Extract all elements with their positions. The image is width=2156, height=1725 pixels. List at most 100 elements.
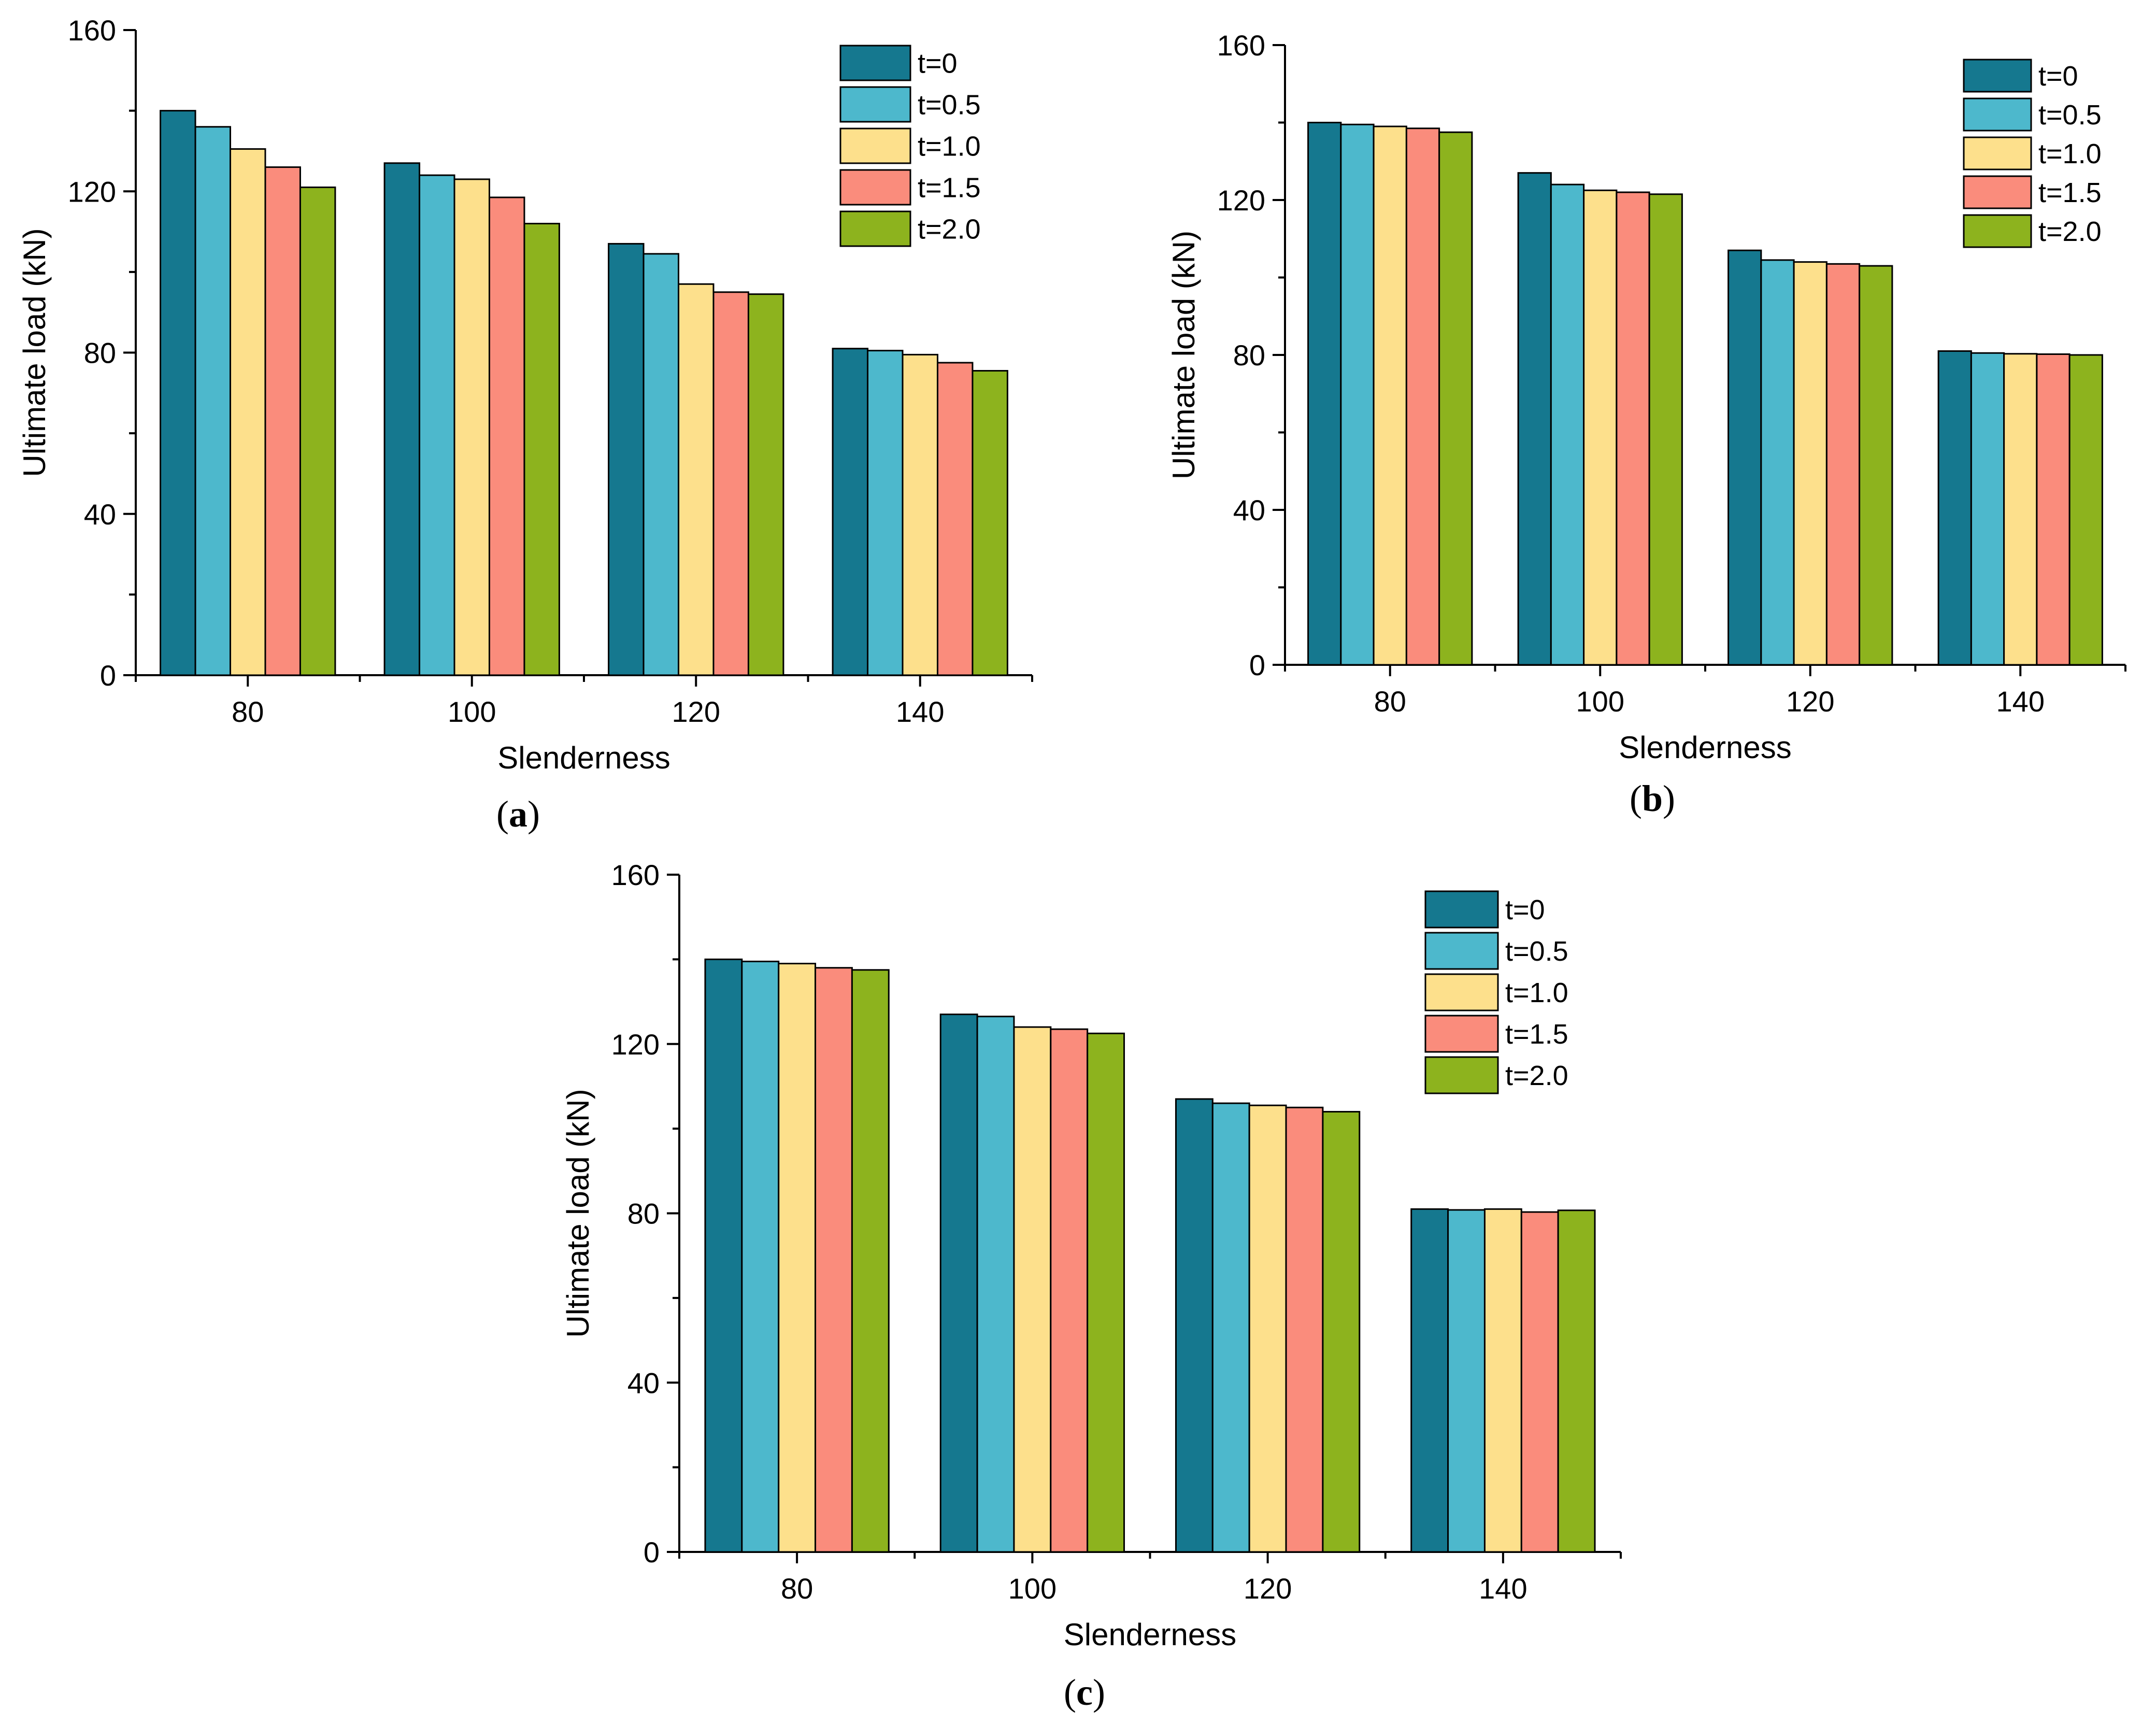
y-tick-label: 120: [1217, 184, 1265, 217]
y-tick-label: 160: [611, 859, 660, 891]
x-axis-title: Slenderness: [497, 740, 670, 775]
legend-label: t=2.0: [1505, 1060, 1568, 1091]
bar-140-t=0: [1410, 1208, 1449, 1553]
bar-80-t=1.0: [778, 963, 817, 1553]
bar-120-t=1.0: [1248, 1104, 1287, 1553]
bar-100-t=0: [1517, 172, 1552, 666]
legend-label: t=0.5: [2038, 99, 2102, 131]
y-axis-title: Ultimate load (kN): [1166, 231, 1201, 479]
legend-swatch: [1963, 214, 2032, 248]
bar-80-t=1.5: [264, 166, 301, 676]
x-tick-label: 80: [781, 1572, 813, 1605]
bar-120-t=0.5: [1211, 1102, 1250, 1553]
panel-label: (c): [1064, 1672, 1105, 1713]
y-tick-label: 0: [100, 659, 116, 692]
bar-140-t=0.5: [867, 350, 904, 676]
x-axis-title: Slenderness: [1064, 1617, 1237, 1652]
legend-swatch: [1424, 973, 1499, 1011]
legend-label: t=1.5: [2038, 177, 2102, 208]
x-tick-label: 100: [448, 695, 496, 728]
legend-swatch: [1963, 97, 2032, 132]
bar-80-t=1.5: [815, 967, 853, 1553]
legend-label: t=1.0: [1505, 977, 1568, 1008]
bar-80-t=0: [1307, 122, 1342, 666]
bar-80-t=0.5: [194, 126, 232, 676]
bar-80-t=2.0: [851, 969, 890, 1553]
y-axis-title: Ultimate load (kN): [17, 228, 52, 477]
bar-140-t=0: [1937, 350, 1972, 666]
x-tick-label: 100: [1008, 1572, 1056, 1605]
y-tick-label: 40: [84, 498, 116, 531]
x-tick-label: 120: [1786, 685, 1834, 718]
bar-120-t=2.0: [747, 293, 784, 676]
bar-100-t=1.5: [1050, 1028, 1089, 1553]
bar-100-t=0.5: [976, 1016, 1015, 1553]
x-tick-label: 80: [232, 695, 264, 728]
legend-label: t=0.5: [918, 90, 981, 121]
bar-120-t=1.5: [1825, 263, 1861, 666]
bar-120-t=2.0: [1859, 265, 1893, 666]
legend-swatch: [839, 86, 911, 123]
bar-80-t=0: [160, 110, 196, 676]
bar-120-t=0: [1727, 249, 1762, 666]
legend-label: t=0: [918, 48, 958, 79]
bar-80-t=1.5: [1405, 127, 1440, 666]
legend-swatch: [839, 127, 911, 164]
y-tick-label: 120: [611, 1028, 660, 1061]
bar-80-t=0.5: [741, 960, 780, 1553]
bar-80-t=2.0: [1438, 131, 1473, 666]
y-tick-label: 80: [627, 1197, 660, 1230]
y-tick-label: 160: [1217, 29, 1265, 62]
x-tick-label: 120: [1244, 1572, 1292, 1605]
bar-100-t=0.5: [1550, 183, 1585, 666]
x-tick-label: 100: [1576, 685, 1624, 718]
bar-80-t=0: [704, 958, 743, 1553]
bar-140-t=2.0: [1557, 1209, 1596, 1553]
legend-label: t=1.0: [918, 131, 981, 162]
y-tick-label: 40: [627, 1366, 660, 1399]
bar-140-t=1.0: [2003, 353, 2038, 666]
bar-100-t=0: [383, 162, 421, 676]
bar-140-t=2.0: [972, 370, 1008, 676]
bar-120-t=0.5: [1760, 259, 1795, 666]
bar-140-t=0: [832, 348, 869, 676]
legend-swatch: [1424, 932, 1499, 970]
bar-100-t=1.0: [453, 178, 490, 676]
y-tick-label: 80: [1233, 339, 1265, 372]
bar-120-t=2.0: [1322, 1110, 1361, 1553]
y-tick-label: 0: [644, 1536, 660, 1569]
bar-140-t=1.5: [2036, 353, 2071, 666]
legend-swatch: [839, 169, 911, 206]
bar-80-t=0.5: [1340, 123, 1375, 666]
bar-100-t=2.0: [523, 223, 560, 676]
bar-120-t=1.5: [712, 291, 749, 676]
legend-label: t=0: [2038, 61, 2078, 92]
y-tick-label: 0: [1249, 649, 1265, 681]
x-axis-title: Slenderness: [1619, 730, 1792, 765]
x-tick-label: 140: [1996, 685, 2045, 718]
legend-swatch: [839, 210, 911, 247]
legend-label: t=0.5: [1505, 936, 1568, 967]
bar-140-t=0.5: [1447, 1209, 1486, 1553]
y-tick-label: 80: [84, 337, 116, 369]
bar-140-t=1.5: [936, 362, 974, 676]
y-axis-title: Ultimate load (kN): [561, 1089, 595, 1337]
bar-140-t=1.5: [1520, 1211, 1559, 1553]
y-tick-label: 40: [1233, 494, 1265, 526]
legend-swatch: [1963, 59, 2032, 93]
bar-140-t=1.0: [1483, 1208, 1522, 1553]
bar-100-t=0: [939, 1014, 978, 1553]
panel-label: (a): [496, 793, 540, 835]
legend-swatch: [1963, 175, 2032, 209]
bar-100-t=1.0: [1583, 189, 1618, 666]
x-tick-label: 80: [1374, 685, 1406, 718]
bar-80-t=1.0: [1373, 125, 1407, 666]
bar-80-t=2.0: [299, 186, 336, 676]
x-tick-label: 140: [896, 695, 944, 728]
y-tick-label: 160: [68, 14, 116, 47]
chart-panel-b: 0 40 80 120 160 80 100 120 140 Slenderness Ultimat…: [1166, 29, 2126, 819]
chart-panel-c: 0 40 80 120 160 80 100 120 140 Slenderness Ultimat…: [561, 859, 1622, 1713]
legend-swatch: [1424, 890, 1499, 929]
bar-140-t=2.0: [2068, 354, 2103, 666]
